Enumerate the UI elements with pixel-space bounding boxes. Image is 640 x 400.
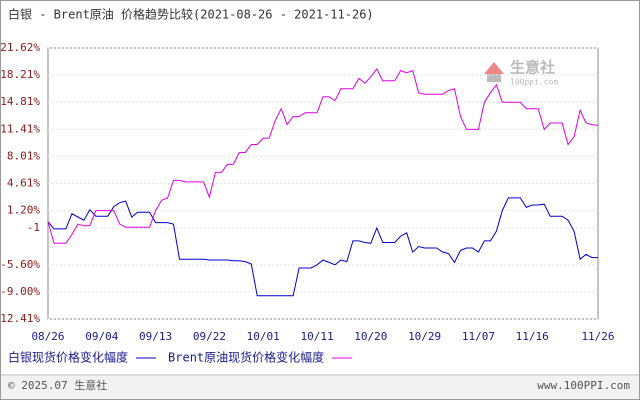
legend-label: 白银现货价格变化幅度 bbox=[8, 350, 128, 365]
x-tick-label: 10/01 bbox=[247, 330, 280, 343]
series-line bbox=[47, 67, 599, 244]
chart-title: 白银 - Brent原油 价格趋势比较(2021-08-26 - 2021-11… bbox=[8, 7, 374, 22]
x-tick-label: 10/11 bbox=[300, 330, 333, 343]
y-tick-label: 4.61% bbox=[7, 176, 40, 189]
legend-label: Brent原油现货价格变化幅度 bbox=[168, 350, 324, 365]
series-line bbox=[47, 197, 598, 297]
y-tick-label: 11.41% bbox=[0, 122, 40, 135]
y-tick-label: 21.62% bbox=[0, 41, 40, 54]
x-tick-label: 11/16 bbox=[516, 330, 549, 343]
x-tick-label: 09/13 bbox=[139, 330, 172, 343]
watermark-icon bbox=[487, 74, 501, 82]
watermark: 生意社 100ppi.com bbox=[484, 59, 558, 87]
x-tick-label: 11/07 bbox=[462, 330, 495, 343]
x-tick-label: 10/29 bbox=[408, 330, 441, 343]
y-tick-label: 18.21% bbox=[0, 68, 40, 81]
x-tick-label: 10/20 bbox=[354, 330, 387, 343]
footer-bar bbox=[1, 376, 639, 399]
watermark-text: 生意社 bbox=[510, 59, 555, 77]
y-tick-label: 1.20% bbox=[7, 204, 40, 217]
x-tick-label: 08/26 bbox=[31, 330, 64, 343]
watermark-icon bbox=[484, 62, 504, 74]
y-tick-label: 8.01% bbox=[7, 149, 40, 162]
watermark-site: 100ppi.com bbox=[510, 78, 558, 87]
y-tick-label: -1 bbox=[27, 221, 40, 234]
y-tick-label: 14.81% bbox=[0, 95, 40, 108]
x-tick-label: 09/04 bbox=[85, 330, 118, 343]
y-tick-label: -9.00% bbox=[0, 285, 40, 298]
y-tick-label: -5.60% bbox=[0, 258, 40, 271]
footer-right: www.100PPI.com bbox=[537, 379, 630, 392]
footer-left: © 2025.07 生意社 bbox=[8, 378, 107, 392]
x-tick-label: 11/26 bbox=[581, 330, 614, 343]
x-tick-label: 09/22 bbox=[193, 330, 226, 343]
y-tick-label: -12.41% bbox=[0, 312, 40, 325]
